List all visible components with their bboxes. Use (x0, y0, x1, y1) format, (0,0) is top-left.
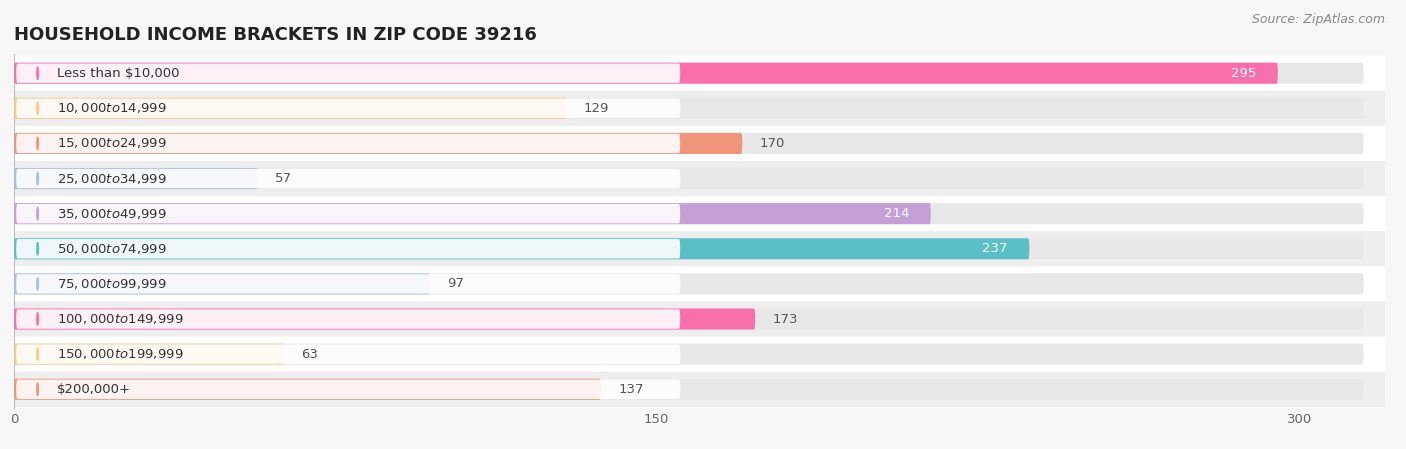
Text: HOUSEHOLD INCOME BRACKETS IN ZIP CODE 39216: HOUSEHOLD INCOME BRACKETS IN ZIP CODE 39… (14, 26, 537, 44)
Circle shape (37, 172, 38, 185)
FancyBboxPatch shape (0, 301, 1406, 337)
Circle shape (37, 207, 38, 220)
Text: 237: 237 (983, 242, 1008, 255)
Circle shape (37, 277, 38, 290)
Text: $25,000 to $34,999: $25,000 to $34,999 (56, 172, 166, 185)
Text: 137: 137 (619, 383, 644, 396)
FancyBboxPatch shape (0, 372, 1406, 407)
Text: $75,000 to $99,999: $75,000 to $99,999 (56, 277, 166, 291)
Text: Less than $10,000: Less than $10,000 (56, 67, 180, 79)
FancyBboxPatch shape (0, 126, 1406, 161)
FancyBboxPatch shape (17, 309, 681, 329)
FancyBboxPatch shape (17, 204, 681, 223)
FancyBboxPatch shape (14, 343, 1364, 365)
Text: 170: 170 (759, 137, 785, 150)
FancyBboxPatch shape (14, 133, 1364, 154)
FancyBboxPatch shape (14, 63, 1278, 84)
FancyBboxPatch shape (17, 344, 681, 364)
Circle shape (37, 102, 38, 114)
Text: 173: 173 (772, 313, 797, 326)
Text: 63: 63 (301, 348, 318, 361)
Text: $150,000 to $199,999: $150,000 to $199,999 (56, 347, 183, 361)
FancyBboxPatch shape (0, 231, 1406, 266)
FancyBboxPatch shape (14, 133, 742, 154)
FancyBboxPatch shape (14, 168, 1364, 189)
FancyBboxPatch shape (17, 134, 681, 153)
Circle shape (37, 67, 38, 79)
Circle shape (37, 137, 38, 150)
FancyBboxPatch shape (14, 203, 931, 224)
FancyBboxPatch shape (0, 266, 1406, 301)
FancyBboxPatch shape (17, 239, 681, 259)
FancyBboxPatch shape (0, 56, 1406, 91)
FancyBboxPatch shape (14, 379, 600, 400)
FancyBboxPatch shape (14, 168, 259, 189)
FancyBboxPatch shape (17, 99, 681, 118)
FancyBboxPatch shape (14, 379, 1364, 400)
FancyBboxPatch shape (14, 343, 284, 365)
FancyBboxPatch shape (17, 169, 681, 188)
Circle shape (37, 242, 38, 255)
Text: $35,000 to $49,999: $35,000 to $49,999 (56, 207, 166, 220)
FancyBboxPatch shape (14, 273, 430, 295)
FancyBboxPatch shape (0, 91, 1406, 126)
FancyBboxPatch shape (14, 238, 1029, 260)
Circle shape (37, 383, 38, 396)
FancyBboxPatch shape (17, 63, 681, 83)
FancyBboxPatch shape (14, 203, 1364, 224)
Text: 57: 57 (276, 172, 292, 185)
Circle shape (37, 348, 38, 361)
FancyBboxPatch shape (17, 379, 681, 399)
FancyBboxPatch shape (14, 273, 1364, 295)
FancyBboxPatch shape (0, 161, 1406, 196)
Text: $15,000 to $24,999: $15,000 to $24,999 (56, 136, 166, 150)
FancyBboxPatch shape (14, 98, 1364, 119)
FancyBboxPatch shape (0, 337, 1406, 372)
FancyBboxPatch shape (14, 308, 755, 330)
FancyBboxPatch shape (14, 308, 1364, 330)
Circle shape (37, 313, 38, 326)
Text: $50,000 to $74,999: $50,000 to $74,999 (56, 242, 166, 256)
Text: $10,000 to $14,999: $10,000 to $14,999 (56, 101, 166, 115)
FancyBboxPatch shape (0, 196, 1406, 231)
FancyBboxPatch shape (14, 63, 1364, 84)
FancyBboxPatch shape (17, 274, 681, 294)
FancyBboxPatch shape (14, 98, 567, 119)
Text: 129: 129 (583, 102, 609, 115)
Text: 295: 295 (1232, 67, 1257, 79)
Text: $200,000+: $200,000+ (56, 383, 131, 396)
Text: Source: ZipAtlas.com: Source: ZipAtlas.com (1251, 13, 1385, 26)
Text: $100,000 to $149,999: $100,000 to $149,999 (56, 312, 183, 326)
Text: 97: 97 (447, 277, 464, 291)
FancyBboxPatch shape (14, 238, 1364, 260)
Text: 214: 214 (884, 207, 910, 220)
